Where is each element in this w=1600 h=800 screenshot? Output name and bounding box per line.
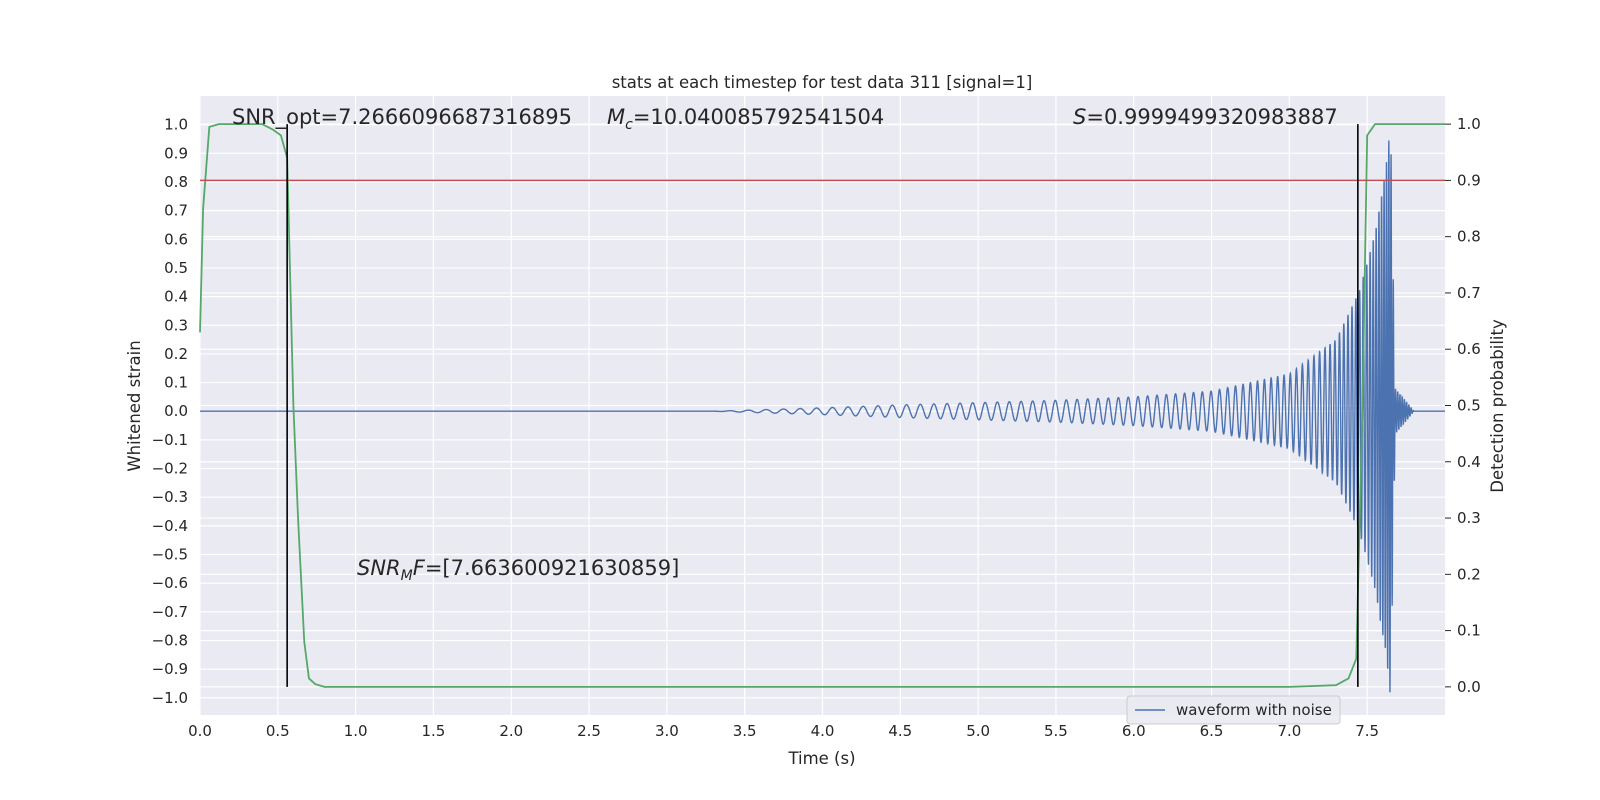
annotation-chirp-mass: Mc=10.040085792541504 bbox=[607, 105, 884, 133]
y-tick-label-left: 0.7 bbox=[164, 202, 188, 220]
y-tick-label-right: 0.9 bbox=[1457, 171, 1481, 189]
y-tick-label-left: −0.9 bbox=[152, 660, 188, 678]
y-tick-label-right: 0.4 bbox=[1457, 453, 1481, 471]
x-tick-label: 6.5 bbox=[1200, 722, 1224, 740]
mc-value: =10.040085792541504 bbox=[633, 105, 884, 129]
x-axis-label: Time (s) bbox=[787, 749, 855, 768]
y-tick-label-right: 0.7 bbox=[1457, 284, 1481, 302]
y-tick-label-right: 1.0 bbox=[1457, 115, 1481, 133]
y-tick-label-left: 0.2 bbox=[164, 345, 188, 363]
ticks: 0.0 0.5 1.0 1.5 2.0 2.5 3.0 3.5 4.0 4.5 5.0 5.5 6.0 6… bbox=[152, 115, 1481, 740]
y-tick-label-left: −1.0 bbox=[152, 689, 188, 707]
y-axis-label-left: Whitened strain bbox=[125, 340, 144, 471]
s-symbol: S bbox=[1073, 105, 1086, 129]
annotation-score: S=0.9999499320983887 bbox=[1073, 105, 1338, 129]
snrmf-value: =[7.663600921630859] bbox=[425, 556, 679, 580]
y-tick-label-left: −0.8 bbox=[152, 631, 188, 649]
y-tick-label-left: −0.5 bbox=[152, 546, 188, 564]
x-tick-label: 2.0 bbox=[499, 722, 523, 740]
y-tick-label-left: −0.2 bbox=[152, 460, 188, 478]
x-tick-label: 5.0 bbox=[966, 722, 990, 740]
x-tick-label: 4.5 bbox=[888, 722, 912, 740]
snrmf-symbol: SNR bbox=[357, 556, 401, 580]
y-tick-label-left: 0.0 bbox=[164, 402, 188, 420]
y-tick-label-right: 0.2 bbox=[1457, 565, 1481, 583]
x-tick-label: 3.5 bbox=[733, 722, 757, 740]
series-waveform-with-noise bbox=[200, 140, 1445, 693]
y-tick-label-left: 0.5 bbox=[164, 259, 188, 277]
legend-box bbox=[1126, 695, 1341, 725]
y-tick-label-right: 0.5 bbox=[1457, 397, 1481, 415]
y-tick-label-right: 0.3 bbox=[1457, 509, 1481, 527]
x-tick-label: 6.0 bbox=[1122, 722, 1146, 740]
mc-symbol: M bbox=[607, 105, 625, 129]
legend: waveform with noise bbox=[1126, 695, 1341, 725]
data-layer bbox=[199, 123, 1445, 693]
y-tick-label-left: 0.6 bbox=[164, 230, 188, 248]
chart-title: stats at each timestep for test data 311… bbox=[612, 73, 1033, 92]
y-tick-label-left: −0.3 bbox=[152, 488, 188, 506]
x-tick-label: 1.0 bbox=[344, 722, 368, 740]
x-tick-label: 0.0 bbox=[188, 722, 212, 740]
x-tick-label: 1.5 bbox=[422, 722, 446, 740]
y-tick-label-right: 0.8 bbox=[1457, 228, 1481, 246]
y-axis-label-right: Detection probability bbox=[1488, 319, 1507, 493]
y-tick-label-right: 0.0 bbox=[1457, 678, 1481, 696]
x-tick-label: 5.5 bbox=[1044, 722, 1068, 740]
annotation-snr-mf: SNRMF=[7.663600921630859] bbox=[357, 556, 679, 584]
y-tick-label-left: −0.1 bbox=[152, 431, 188, 449]
y-tick-label-left: 0.1 bbox=[164, 374, 188, 392]
y-tick-label-right: 0.1 bbox=[1457, 622, 1481, 640]
y-tick-label-left: 0.9 bbox=[164, 144, 188, 162]
x-tick-label: 0.5 bbox=[266, 722, 290, 740]
y-tick-label-left: 0.4 bbox=[164, 288, 188, 306]
x-tick-label: 2.5 bbox=[577, 722, 601, 740]
snrmf-suffix: F bbox=[413, 556, 426, 580]
x-tick-label: 3.0 bbox=[655, 722, 679, 740]
y-tick-label-left: −0.6 bbox=[152, 574, 188, 592]
y-tick-label-left: 0.3 bbox=[164, 316, 188, 334]
y-tick-label-right: 0.6 bbox=[1457, 340, 1481, 358]
snrmf-subscript: M bbox=[401, 568, 413, 584]
legend-label: waveform with noise bbox=[1176, 701, 1332, 719]
annotation-snr-opt: SNR_opt=7.2666096687316895 bbox=[232, 105, 572, 130]
s-value: =0.9999499320983887 bbox=[1086, 105, 1337, 129]
y-tick-label-left: −0.7 bbox=[152, 603, 188, 621]
y-tick-label-left: −0.4 bbox=[152, 517, 188, 535]
x-tick-label: 7.5 bbox=[1355, 722, 1379, 740]
x-tick-label: 7.0 bbox=[1277, 722, 1301, 740]
mc-subscript: c bbox=[625, 117, 633, 133]
y-tick-label-left: 0.8 bbox=[164, 173, 188, 191]
x-tick-label: 4.0 bbox=[811, 722, 835, 740]
y-tick-label-left: 1.0 bbox=[164, 116, 188, 134]
